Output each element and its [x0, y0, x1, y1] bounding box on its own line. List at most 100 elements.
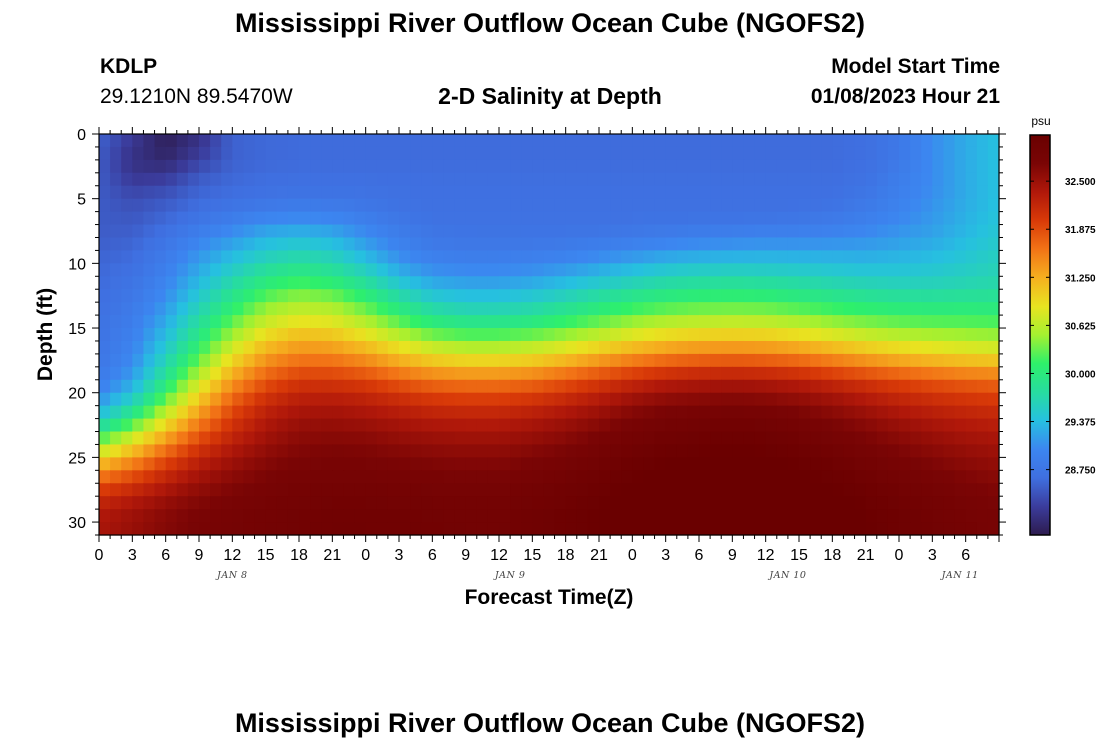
- heatmap-cell: [321, 146, 333, 161]
- heatmap-cell: [543, 522, 556, 536]
- heatmap-cell: [710, 405, 722, 420]
- heatmap-cell: [287, 198, 300, 213]
- x-tick-label: 3: [661, 547, 670, 564]
- heatmap-cell: [654, 444, 667, 458]
- heatmap-cell: [410, 431, 422, 446]
- heatmap-cell: [265, 276, 278, 290]
- heatmap-cell: [143, 522, 156, 536]
- heatmap-cell: [587, 146, 600, 161]
- heatmap-cell: [265, 470, 278, 484]
- heatmap-cell: [954, 302, 967, 316]
- heatmap-cell: [154, 470, 167, 484]
- heatmap-cell: [776, 392, 789, 407]
- heatmap-cell: [632, 509, 645, 523]
- heatmap-cell: [665, 211, 678, 226]
- heatmap-cell: [187, 366, 200, 381]
- heatmap-cell: [454, 172, 467, 187]
- heatmap-cell: [865, 328, 878, 342]
- heatmap-cell: [165, 237, 178, 252]
- heatmap-cell: [199, 237, 211, 252]
- heatmap-cell: [910, 483, 922, 497]
- heatmap-cell: [365, 315, 378, 329]
- heatmap-cell: [265, 172, 278, 187]
- heatmap-cell: [654, 509, 667, 523]
- heatmap-cell: [321, 276, 333, 290]
- heatmap-cell: [221, 224, 233, 239]
- heatmap-cell: [787, 405, 800, 420]
- heatmap-cell: [787, 250, 800, 264]
- heatmap-cell: [632, 379, 645, 394]
- heatmap-cell: [243, 185, 256, 200]
- heatmap-cell: [765, 315, 778, 329]
- heatmap-cell: [687, 340, 700, 355]
- heatmap-cell: [399, 185, 411, 200]
- heatmap-cell: [832, 431, 845, 446]
- heatmap-cell: [332, 431, 345, 446]
- heatmap-cell: [654, 418, 667, 433]
- heatmap-cell: [943, 418, 956, 433]
- heatmap-cell: [410, 444, 422, 458]
- heatmap-cell: [932, 263, 945, 277]
- heatmap-cell: [799, 185, 811, 200]
- heatmap-cell: [754, 444, 767, 458]
- heatmap-cell: [99, 509, 111, 523]
- heatmap-cell: [265, 250, 278, 264]
- heatmap-cell: [254, 470, 267, 484]
- heatmap-cell: [621, 483, 633, 497]
- heatmap-cell: [554, 418, 567, 433]
- heatmap-cell: [510, 211, 522, 226]
- heatmap-cell: [465, 444, 478, 458]
- heatmap-cell: [99, 483, 111, 497]
- heatmap-cell: [387, 509, 400, 523]
- heatmap-cell: [876, 470, 889, 484]
- heatmap-cell: [765, 172, 778, 187]
- heatmap-cell: [110, 250, 122, 264]
- heatmap-cell: [543, 392, 556, 407]
- heatmap-cell: [587, 315, 600, 329]
- heatmap-cell: [799, 457, 811, 471]
- heatmap-cell: [499, 289, 511, 303]
- heatmap-cell: [954, 457, 967, 471]
- heatmap-cell: [310, 172, 322, 187]
- heatmap-cell: [654, 470, 667, 484]
- heatmap-cell: [154, 340, 167, 355]
- heatmap-cell: [576, 250, 589, 264]
- heatmap-cell: [454, 224, 467, 239]
- heatmap-cell: [976, 366, 989, 381]
- heatmap-cell: [221, 302, 233, 316]
- heatmap-cell: [365, 522, 378, 536]
- heatmap-cell: [610, 289, 622, 303]
- heatmap-cell: [832, 353, 845, 368]
- heatmap-cell: [554, 457, 567, 471]
- heatmap-cell: [410, 198, 422, 213]
- heatmap-cell: [143, 353, 156, 368]
- heatmap-cell: [132, 224, 145, 239]
- heatmap-cell: [854, 224, 867, 239]
- heatmap-cell: [199, 366, 211, 381]
- heatmap-cell: [765, 146, 778, 161]
- heatmap-cell: [821, 496, 833, 510]
- heatmap-cell: [965, 392, 978, 407]
- heatmap-cell: [243, 263, 256, 277]
- heatmap-cell: [887, 392, 900, 407]
- heatmap-cell: [499, 172, 511, 187]
- heatmap-cell: [943, 392, 956, 407]
- heatmap-cell: [287, 509, 300, 523]
- heatmap-cell: [687, 198, 700, 213]
- heatmap-cell: [399, 146, 411, 161]
- heatmap-cell: [610, 496, 622, 510]
- heatmap-cell: [932, 198, 945, 213]
- heatmap-cell: [487, 470, 500, 484]
- heatmap-cell: [554, 224, 567, 239]
- heatmap-cell: [854, 211, 867, 226]
- heatmap-cell: [510, 263, 522, 277]
- heatmap-cell: [276, 483, 289, 497]
- heatmap-cell: [565, 250, 578, 264]
- heatmap-cell: [110, 457, 122, 471]
- heatmap-cell: [487, 315, 500, 329]
- heatmap-cell: [743, 237, 756, 252]
- heatmap-cell: [532, 470, 545, 484]
- x-tick-label: 9: [728, 547, 737, 564]
- heatmap-cell: [565, 172, 578, 187]
- heatmap-cell: [499, 198, 511, 213]
